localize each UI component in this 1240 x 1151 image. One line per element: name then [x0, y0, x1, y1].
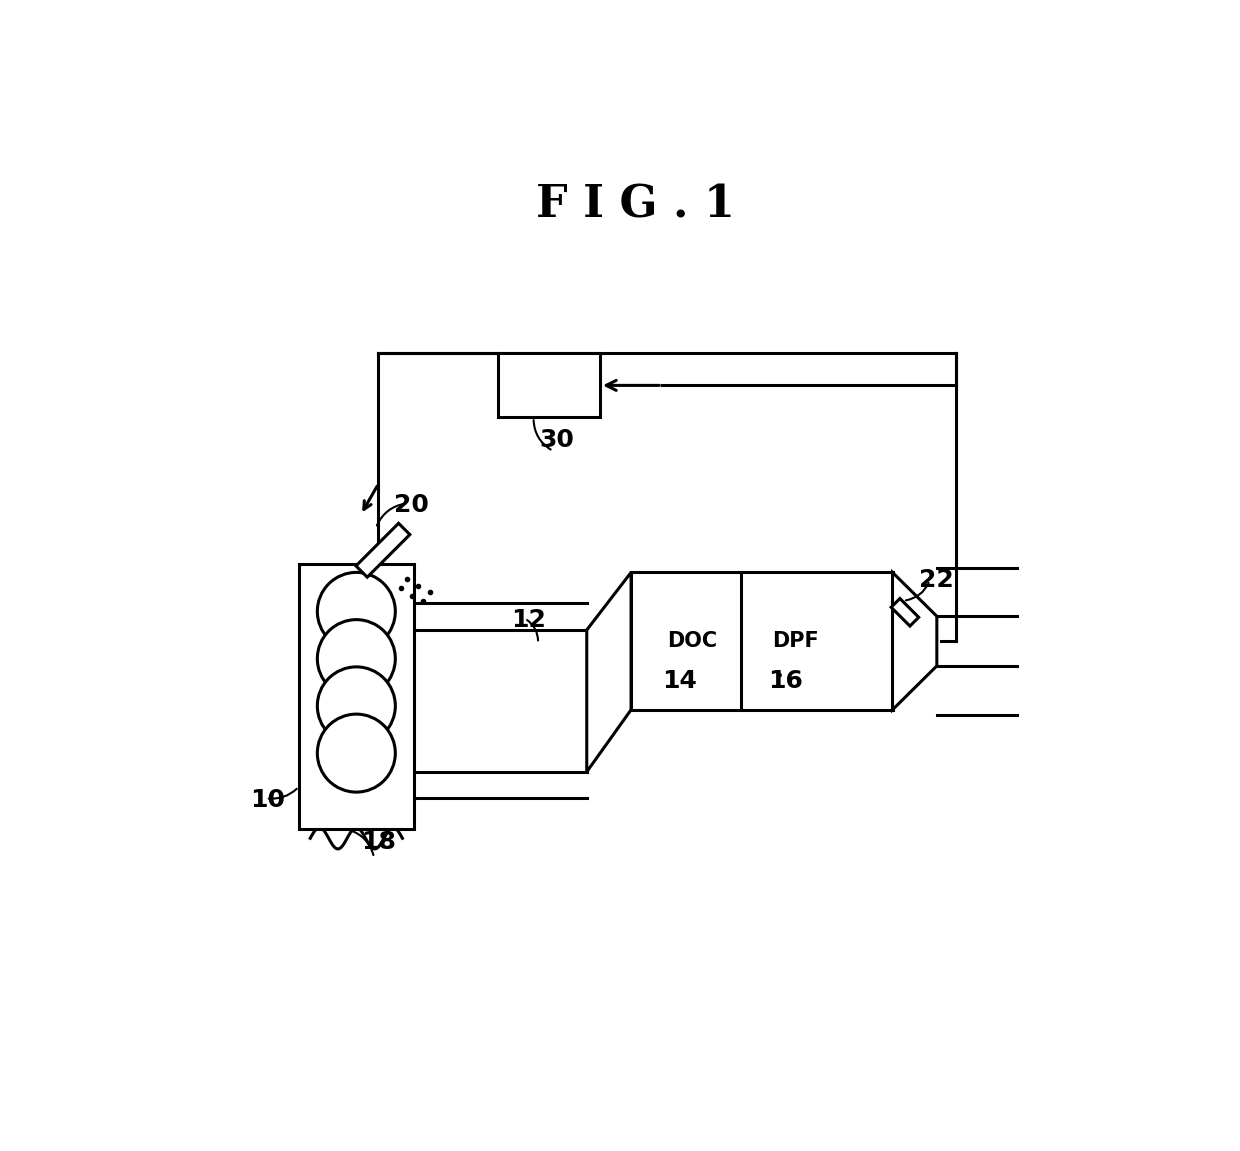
Polygon shape [892, 599, 919, 626]
Circle shape [317, 714, 396, 792]
Polygon shape [893, 572, 937, 710]
Circle shape [317, 572, 396, 650]
Text: DOC: DOC [667, 631, 717, 650]
Text: 18: 18 [361, 830, 396, 854]
Text: 30: 30 [539, 427, 574, 451]
Circle shape [317, 619, 396, 698]
Text: 12: 12 [511, 609, 547, 632]
Polygon shape [587, 572, 631, 772]
Text: DPF: DPF [771, 631, 818, 650]
Bar [631, 572, 893, 710]
Text: 14: 14 [662, 669, 697, 693]
Text: 16: 16 [769, 669, 804, 693]
Bar [498, 353, 600, 418]
Text: 22: 22 [919, 569, 954, 593]
Text: F I G . 1: F I G . 1 [536, 183, 735, 226]
Text: 10: 10 [250, 788, 285, 813]
Bar [299, 564, 414, 830]
Text: 20: 20 [394, 493, 429, 517]
Circle shape [317, 666, 396, 745]
Polygon shape [356, 524, 410, 577]
